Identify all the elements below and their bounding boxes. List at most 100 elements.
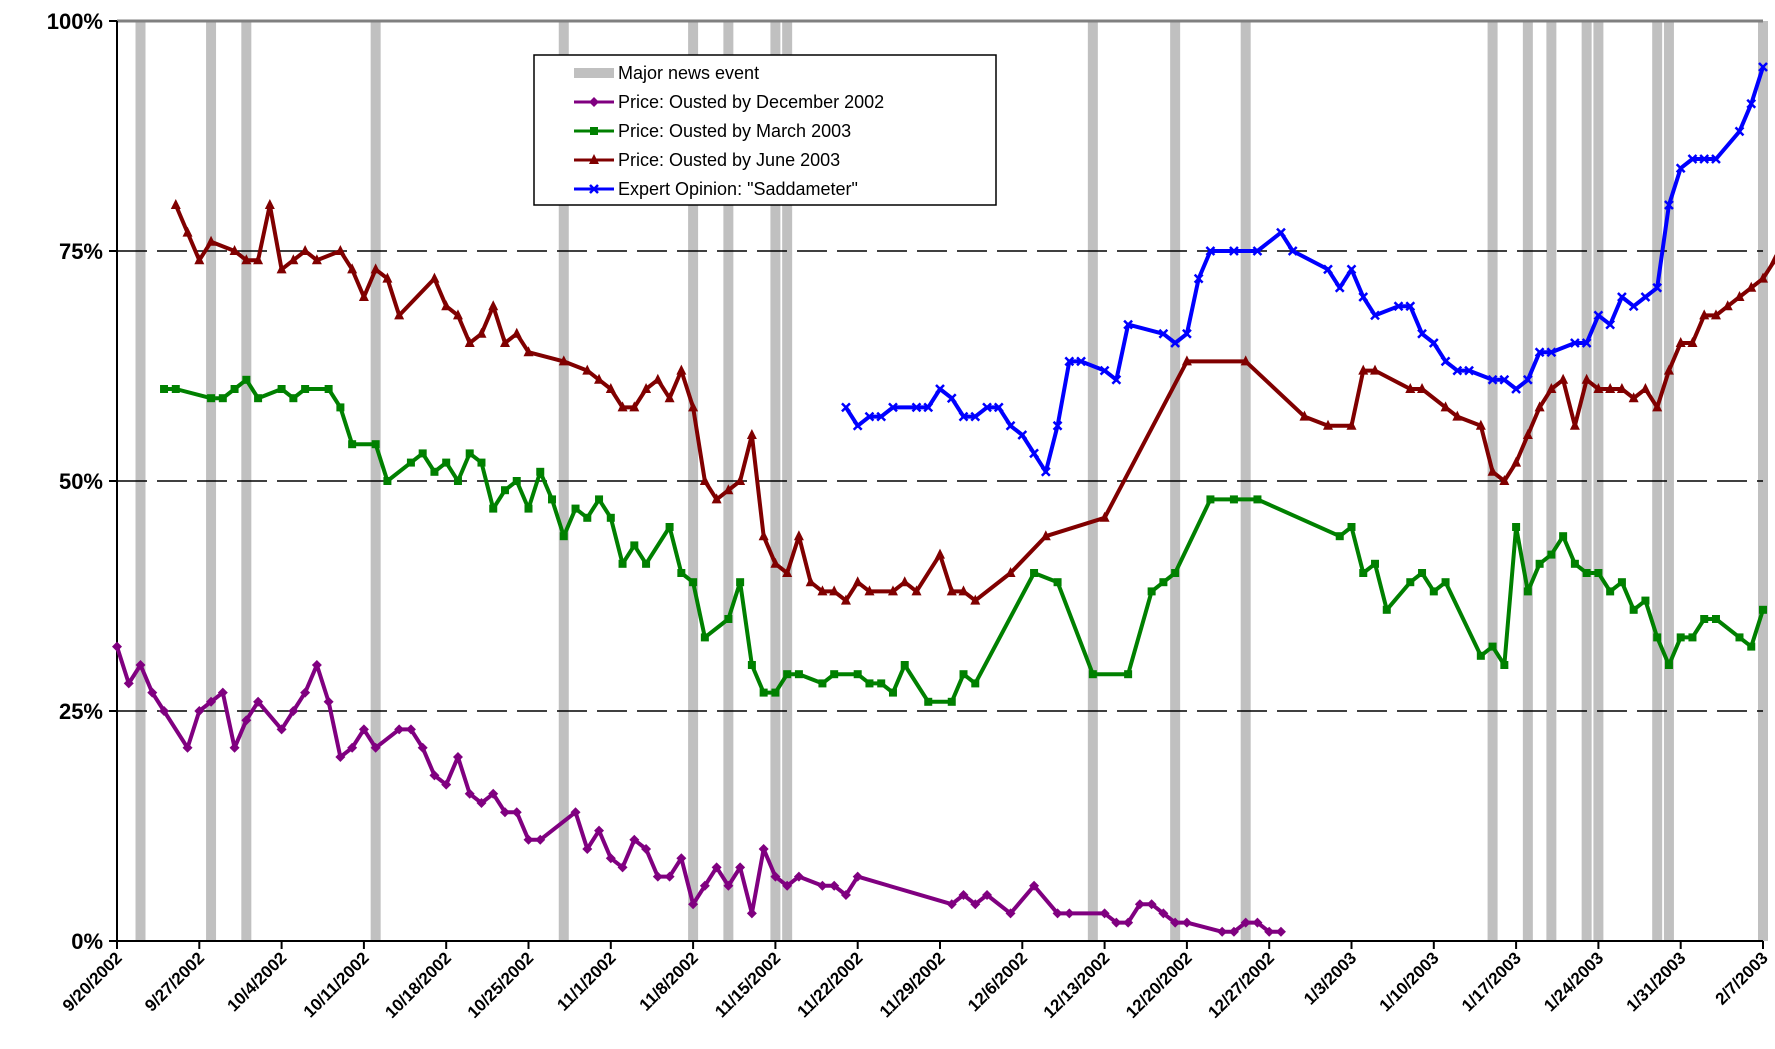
legend-label: Price: Ousted by June 2003 <box>618 150 840 170</box>
data-point <box>206 235 217 246</box>
data-point <box>324 385 333 393</box>
data-point <box>1605 319 1616 330</box>
data-point <box>1181 355 1192 366</box>
data-point <box>336 403 345 412</box>
data-point <box>1653 633 1662 642</box>
data-point <box>476 798 487 808</box>
data-point <box>323 696 334 707</box>
x-tick-label: 11/8/2002 <box>636 948 702 1014</box>
data-point <box>1452 410 1463 421</box>
data-point <box>1347 523 1356 531</box>
data-point <box>911 402 922 413</box>
data-point <box>123 678 134 689</box>
data-point <box>511 327 522 338</box>
data-point <box>664 871 675 882</box>
data-point <box>1005 908 1016 919</box>
data-point <box>982 890 993 900</box>
series-4 <box>841 62 1768 477</box>
data-point <box>1429 587 1438 596</box>
data-point <box>1029 880 1040 891</box>
data-point <box>1371 559 1380 568</box>
data-point <box>1406 578 1415 587</box>
data-point <box>853 670 862 679</box>
data-point <box>923 402 934 413</box>
data-point <box>1652 401 1663 412</box>
data-point <box>394 724 405 735</box>
data-point <box>418 449 427 458</box>
data-point <box>1170 338 1181 348</box>
legend-label: Price: Ousted by December 2002 <box>618 92 884 112</box>
data-point <box>629 834 640 845</box>
data-point <box>688 401 699 412</box>
data-point <box>1522 374 1533 385</box>
legend: Major news event Price: Ousted by Decembe… <box>533 54 997 206</box>
data-point <box>1205 246 1216 256</box>
legend-swatch-marker <box>589 97 599 107</box>
data-point <box>135 660 146 670</box>
data-point <box>1759 605 1767 614</box>
data-point <box>1593 310 1604 321</box>
data-point <box>488 788 499 799</box>
data-point <box>1323 264 1333 275</box>
data-point <box>1029 448 1039 459</box>
data-point <box>347 263 358 274</box>
data-point <box>1099 908 1110 919</box>
data-point <box>699 475 710 485</box>
data-point <box>1606 587 1615 596</box>
data-point <box>1687 154 1698 164</box>
data-point <box>288 706 299 716</box>
data-point <box>829 880 840 891</box>
data-point <box>1181 917 1192 928</box>
data-point <box>1264 926 1275 937</box>
data-point <box>476 327 487 338</box>
data-point <box>1252 246 1263 256</box>
legend-swatch-events <box>574 68 614 78</box>
series-1 <box>112 641 1286 937</box>
data-point <box>1734 291 1745 301</box>
data-point <box>1099 511 1110 522</box>
data-point <box>512 477 521 485</box>
data-point <box>1735 633 1744 642</box>
data-point <box>160 385 169 393</box>
data-point <box>1229 246 1239 256</box>
data-point <box>971 679 980 688</box>
data-point <box>253 696 264 707</box>
data-point <box>1558 373 1569 384</box>
x-tick-label: 9/27/2002 <box>141 948 208 1015</box>
data-point <box>864 411 875 422</box>
data-point <box>770 871 781 882</box>
x-tick-label: 10/25/2002 <box>464 948 538 1022</box>
data-point <box>441 779 452 790</box>
data-point <box>723 880 734 891</box>
data-point <box>217 687 228 698</box>
data-point <box>441 300 452 311</box>
data-point <box>1758 272 1768 283</box>
data-point <box>1581 338 1592 348</box>
data-point <box>1605 383 1616 393</box>
data-point <box>1052 420 1063 431</box>
data-point <box>241 715 252 726</box>
data-point <box>947 697 956 706</box>
data-point <box>630 541 639 550</box>
data-point <box>1499 475 1510 485</box>
x-tick-label: 11/22/2002 <box>794 948 867 1021</box>
data-point <box>288 254 299 265</box>
data-point <box>524 504 533 513</box>
data-point <box>1664 200 1674 210</box>
news-event-bar <box>1546 21 1557 941</box>
data-point <box>736 578 745 587</box>
data-point <box>852 576 863 587</box>
x-tick-label: 10/18/2002 <box>381 948 455 1022</box>
data-point <box>865 679 874 688</box>
data-point <box>805 576 816 587</box>
data-point <box>311 660 322 670</box>
x-tick-label: 2/7/2003 <box>1712 948 1772 1008</box>
data-point <box>311 254 322 265</box>
data-point <box>1346 264 1357 275</box>
data-point <box>383 477 392 485</box>
data-point <box>664 392 675 403</box>
x-tick-label: 12/13/2002 <box>1040 948 1114 1022</box>
data-point <box>1299 410 1310 421</box>
data-point <box>676 853 687 864</box>
data-point <box>958 890 969 900</box>
